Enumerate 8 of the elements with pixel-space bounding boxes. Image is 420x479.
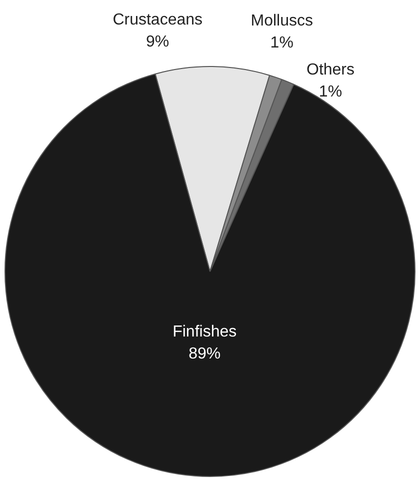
data-label: 89%	[188, 345, 221, 362]
data-label: 1%	[270, 34, 294, 52]
slice-label: Finfishes	[172, 323, 237, 340]
slice-label: Crustaceans	[112, 12, 203, 29]
slice-label: Others	[306, 61, 355, 78]
data-label: 1%	[318, 83, 342, 100]
slice-label: Molluscs	[250, 12, 313, 30]
data-label: 9%	[146, 34, 170, 51]
